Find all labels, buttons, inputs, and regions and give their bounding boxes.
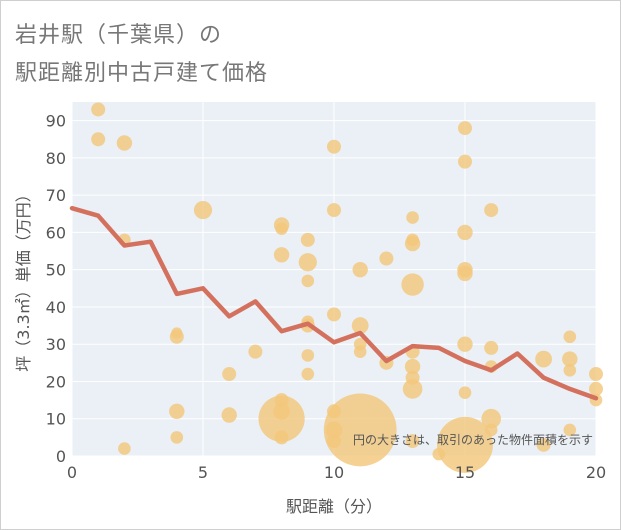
- bubble-point: [301, 349, 315, 362]
- bubble-point: [351, 317, 369, 334]
- bubble-point: [273, 402, 290, 420]
- y-tick-label: 0: [56, 447, 66, 466]
- bubble-point: [327, 434, 341, 449]
- bubble-point: [562, 351, 578, 367]
- bubble-point: [406, 211, 419, 224]
- bubble-point: [402, 379, 423, 399]
- bubble-point: [91, 132, 106, 147]
- bubble-point: [379, 251, 394, 266]
- bubble-point: [300, 232, 315, 247]
- bubble-point: [437, 416, 493, 473]
- bubble-point: [325, 421, 343, 439]
- y-tick-label: 90: [46, 112, 66, 131]
- y-tick-label: 40: [46, 298, 66, 317]
- bubble-point: [301, 274, 315, 288]
- bubble-point: [222, 367, 237, 382]
- x-axis-label: 駅距離（分）: [286, 497, 382, 516]
- bubble-point: [171, 327, 183, 339]
- bubble-point: [274, 430, 289, 445]
- y-tick-label: 70: [46, 186, 66, 205]
- bubble-point: [563, 363, 577, 377]
- bubble-point: [589, 367, 603, 382]
- bubble-point: [169, 403, 185, 419]
- bubble-point: [457, 224, 473, 241]
- grid-lines: [71, 102, 597, 457]
- bubble-size-note: 円の大きさは、取引のあった物件面積を示す: [353, 432, 593, 447]
- bubble-point: [248, 344, 263, 359]
- x-tick-label: 0: [67, 463, 77, 482]
- bubble-point: [193, 200, 213, 220]
- bubble-point: [405, 370, 420, 385]
- bubble-point: [458, 121, 472, 136]
- bubble-point: [275, 222, 288, 235]
- bubble-point: [405, 434, 420, 449]
- bubble-point: [327, 139, 341, 154]
- bubble-point: [536, 437, 551, 452]
- bubble-point: [481, 408, 502, 429]
- bubble-point: [327, 404, 341, 419]
- bubble-point: [301, 367, 315, 381]
- bubble-point: [484, 340, 499, 355]
- bubble-point: [273, 247, 290, 263]
- bubble-point: [432, 447, 446, 461]
- bubble-point: [221, 407, 237, 423]
- bubble-point: [327, 203, 341, 218]
- bubble-point: [457, 336, 473, 352]
- bubble-point: [323, 393, 397, 467]
- bubble-point: [458, 386, 472, 399]
- average-line: [69, 205, 599, 401]
- bubble-point: [116, 135, 133, 151]
- bubble-point: [353, 345, 367, 358]
- bubble-point: [170, 431, 184, 444]
- bubble-point: [274, 393, 289, 408]
- bubble-point: [535, 350, 552, 368]
- bubble-point: [484, 423, 498, 437]
- bubble-point: [404, 358, 421, 375]
- y-tick-label: 20: [46, 372, 66, 391]
- bubble-point: [563, 330, 577, 344]
- y-axis-label: 坪（3.3㎡）単価（万円）: [14, 186, 33, 371]
- y-tick-label: 50: [46, 261, 66, 280]
- axis-ticks: 0 10 20 30 40 50 60 70 80 90 0 5 10 15 20: [46, 112, 607, 482]
- bubble-point: [352, 261, 368, 278]
- bubble-point: [298, 253, 317, 272]
- y-tick-label: 80: [46, 149, 66, 168]
- x-tick-label: 5: [198, 463, 208, 482]
- y-tick-label: 60: [46, 223, 66, 242]
- x-tick-label: 20: [586, 463, 606, 482]
- bubble-point: [457, 265, 473, 282]
- bubble-point: [589, 381, 603, 396]
- chart-title-line1: 岩井駅（千葉県）の: [15, 23, 223, 48]
- x-tick-label: 10: [324, 463, 344, 482]
- x-tick-label: 15: [455, 463, 475, 482]
- y-tick-label: 30: [46, 335, 66, 354]
- bubble-point: [401, 273, 424, 296]
- bubble-point: [118, 442, 131, 455]
- bubble-point: [458, 154, 472, 169]
- average-line-series: [69, 205, 599, 401]
- bubble-point: [327, 307, 341, 322]
- bubble-point: [91, 102, 106, 117]
- bubble-point: [406, 233, 419, 247]
- bubble-point: [563, 423, 577, 437]
- chart-title-line2: 駅距離別中古戸建て価格: [15, 61, 269, 86]
- y-tick-label: 10: [46, 410, 66, 429]
- bubble-point: [484, 203, 499, 218]
